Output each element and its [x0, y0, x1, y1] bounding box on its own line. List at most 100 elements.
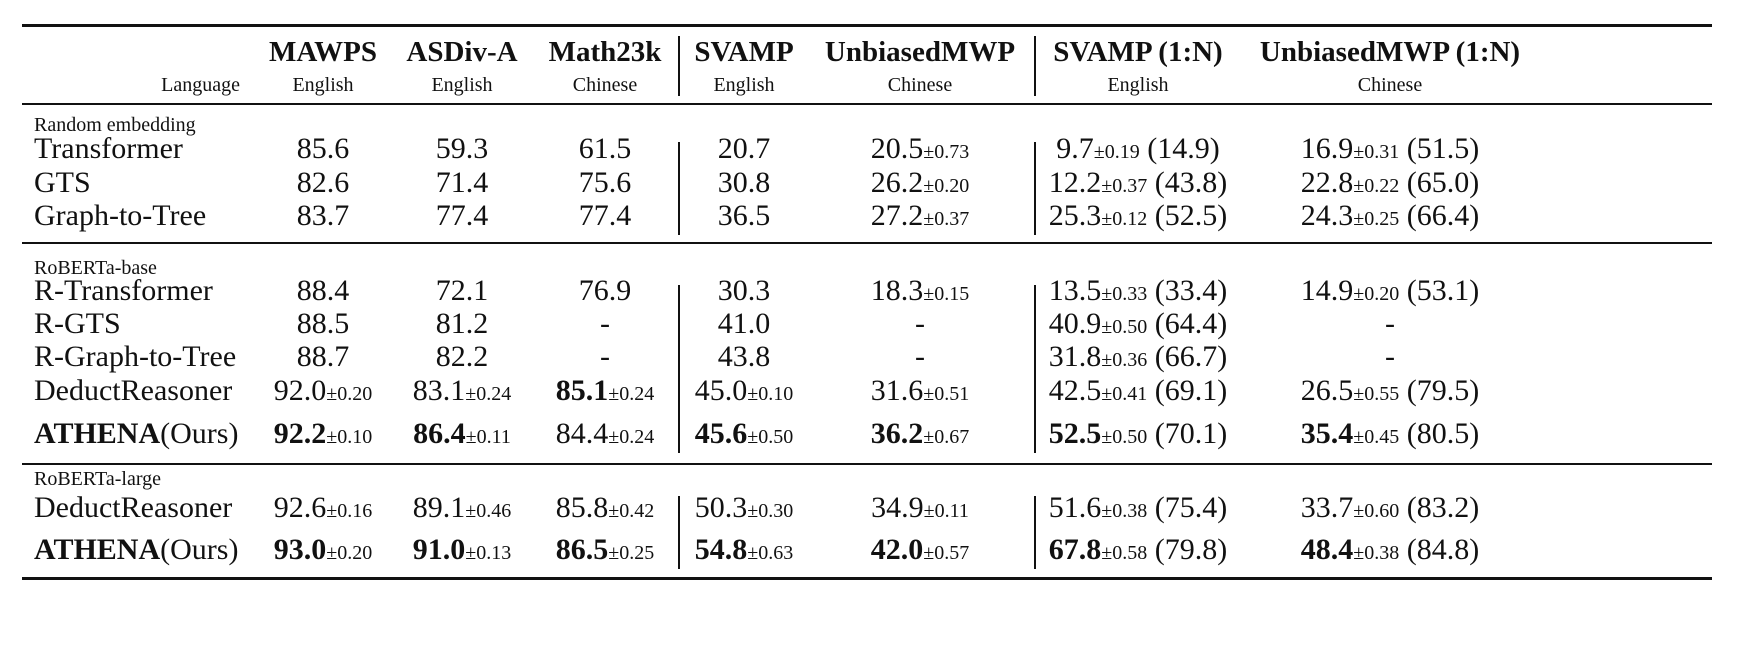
table-cell: 83.7 — [297, 199, 350, 233]
table-cell: 43.8 — [718, 340, 771, 374]
table-cell: 77.4 — [436, 199, 489, 233]
table-cell: 86.4±0.11 — [413, 417, 511, 451]
table-cell: 20.5±0.73 — [871, 132, 969, 166]
model-name: ATHENA(Ours) — [34, 533, 238, 567]
group-label-0: Random embedding — [34, 114, 196, 136]
cell-value: 30.3 — [717, 274, 771, 307]
cell-std: ±0.20 — [326, 542, 373, 564]
model-label: Transformer — [34, 132, 183, 165]
table-cell: - — [1385, 340, 1395, 374]
cell-std: ±0.57 — [923, 542, 970, 564]
column-divider — [1034, 285, 1036, 453]
cell-std: ±0.58 — [1101, 542, 1148, 564]
table-cell: 41.0 — [718, 307, 771, 341]
table-cell: 91.0±0.13 — [413, 533, 511, 567]
header-column-divider — [678, 36, 680, 96]
column-language-3: English — [713, 74, 775, 96]
cell-value: 85.1 — [555, 374, 609, 407]
table-cell: 42.0±0.57 — [871, 533, 969, 567]
cell-std: ±0.37 — [1101, 175, 1148, 197]
cell-std: ±0.46 — [465, 500, 512, 522]
cell-value: 31.6 — [870, 374, 924, 407]
cell-std: ±0.50 — [1101, 426, 1148, 448]
cell-std: ±0.25 — [1353, 208, 1400, 230]
table-cell: 71.4 — [436, 166, 489, 200]
cell-extra: (80.5) — [1406, 417, 1480, 450]
cell-value: 71.4 — [435, 166, 489, 199]
table-cell: 26.2±0.20 — [871, 166, 969, 200]
cell-std: ±0.20 — [326, 383, 373, 405]
cell-value: 9.7 — [1056, 132, 1094, 165]
column-divider — [1034, 142, 1036, 235]
column-language-1: English — [431, 74, 493, 96]
cell-value: 77.4 — [578, 199, 632, 232]
cell-value: 25.3 — [1048, 199, 1102, 232]
cell-value: 92.0 — [273, 374, 327, 407]
column-divider — [678, 142, 680, 235]
table-cell: 52.5±0.50 (70.1) — [1049, 417, 1227, 451]
cell-extra: (70.1) — [1154, 417, 1228, 450]
group-label-2: RoBERTa-large — [34, 468, 162, 490]
cell-std: ±0.63 — [747, 542, 794, 564]
cell-std: ±0.15 — [923, 283, 970, 305]
table-cell: 92.2±0.10 — [274, 417, 372, 451]
table-cell: - — [915, 340, 925, 374]
column-header-3: SVAMP — [694, 36, 794, 68]
cell-value: 52.5 — [1048, 417, 1102, 450]
cell-value: 92.2 — [273, 417, 327, 450]
cell-value: 84.4 — [555, 417, 609, 450]
cell-std: ±0.55 — [1353, 383, 1400, 405]
cell-value: 20.5 — [870, 132, 924, 165]
cell-extra: (43.8) — [1154, 166, 1228, 199]
cell-value: 31.8 — [1048, 340, 1102, 373]
cell-value: 14.9 — [1300, 274, 1354, 307]
cell-std: ±0.38 — [1353, 542, 1400, 564]
table-cell: - — [600, 307, 610, 341]
cell-extra: (79.5) — [1406, 374, 1480, 407]
table-cell: 45.6±0.50 — [695, 417, 793, 451]
table-cell: 42.5±0.41 (69.1) — [1049, 374, 1227, 408]
cell-std: ±0.19 — [1093, 141, 1140, 163]
table-cell: - — [1385, 307, 1395, 341]
cell-value: 77.4 — [435, 199, 489, 232]
cell-std: ±0.13 — [465, 542, 512, 564]
cell-value: 54.8 — [694, 533, 748, 566]
table-cell: 85.1±0.24 — [556, 374, 654, 408]
model-name: R-Transformer — [34, 274, 213, 308]
cell-value: 26.2 — [870, 166, 924, 199]
model-name: DeductReasoner — [34, 491, 232, 525]
table-cell: 77.4 — [579, 199, 632, 233]
table-cell: 54.8±0.63 — [695, 533, 793, 567]
table-cell: 14.9±0.20 (53.1) — [1301, 274, 1479, 308]
cell-value: 59.3 — [435, 132, 489, 165]
table-cell: 84.4±0.24 — [556, 417, 654, 451]
cell-value: 48.4 — [1300, 533, 1354, 566]
column-header-4: UnbiasedMWP — [824, 36, 1016, 68]
cell-std: ±0.20 — [923, 175, 970, 197]
model-name: DeductReasoner — [34, 374, 232, 408]
cell-value: 50.3 — [694, 491, 748, 524]
cell-value: 75.6 — [578, 166, 632, 199]
cell-extra: (14.9) — [1147, 132, 1220, 165]
table-cell: 9.7±0.19 (14.9) — [1056, 132, 1219, 166]
cell-value: 83.1 — [412, 374, 466, 407]
model-name: R-GTS — [34, 307, 121, 341]
cell-std: ±0.24 — [608, 426, 655, 448]
model-label: R-GTS — [34, 307, 121, 340]
cell-std: ±0.31 — [1353, 141, 1400, 163]
cell-std: ±0.45 — [1353, 426, 1400, 448]
group-rule-0 — [22, 242, 1712, 244]
table-cell: 20.7 — [718, 132, 771, 166]
table-cell: 30.3 — [718, 274, 771, 308]
table-cell: 45.0±0.10 — [695, 374, 793, 408]
model-label: DeductReasoner — [34, 374, 233, 407]
cell-std: ±0.51 — [923, 383, 970, 405]
table-cell: 85.6 — [297, 132, 350, 166]
table-cell: 12.2±0.37 (43.8) — [1049, 166, 1227, 200]
table-cell: 25.3±0.12 (52.5) — [1049, 199, 1227, 233]
cell-value: - — [1385, 307, 1395, 340]
table-cell: 88.4 — [297, 274, 350, 308]
bottom-rule — [22, 577, 1712, 580]
language-label: Language — [161, 74, 240, 96]
cell-value: 51.6 — [1048, 491, 1102, 524]
